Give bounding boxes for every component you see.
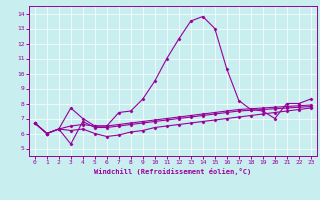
X-axis label: Windchill (Refroidissement éolien,°C): Windchill (Refroidissement éolien,°C) [94, 168, 252, 175]
